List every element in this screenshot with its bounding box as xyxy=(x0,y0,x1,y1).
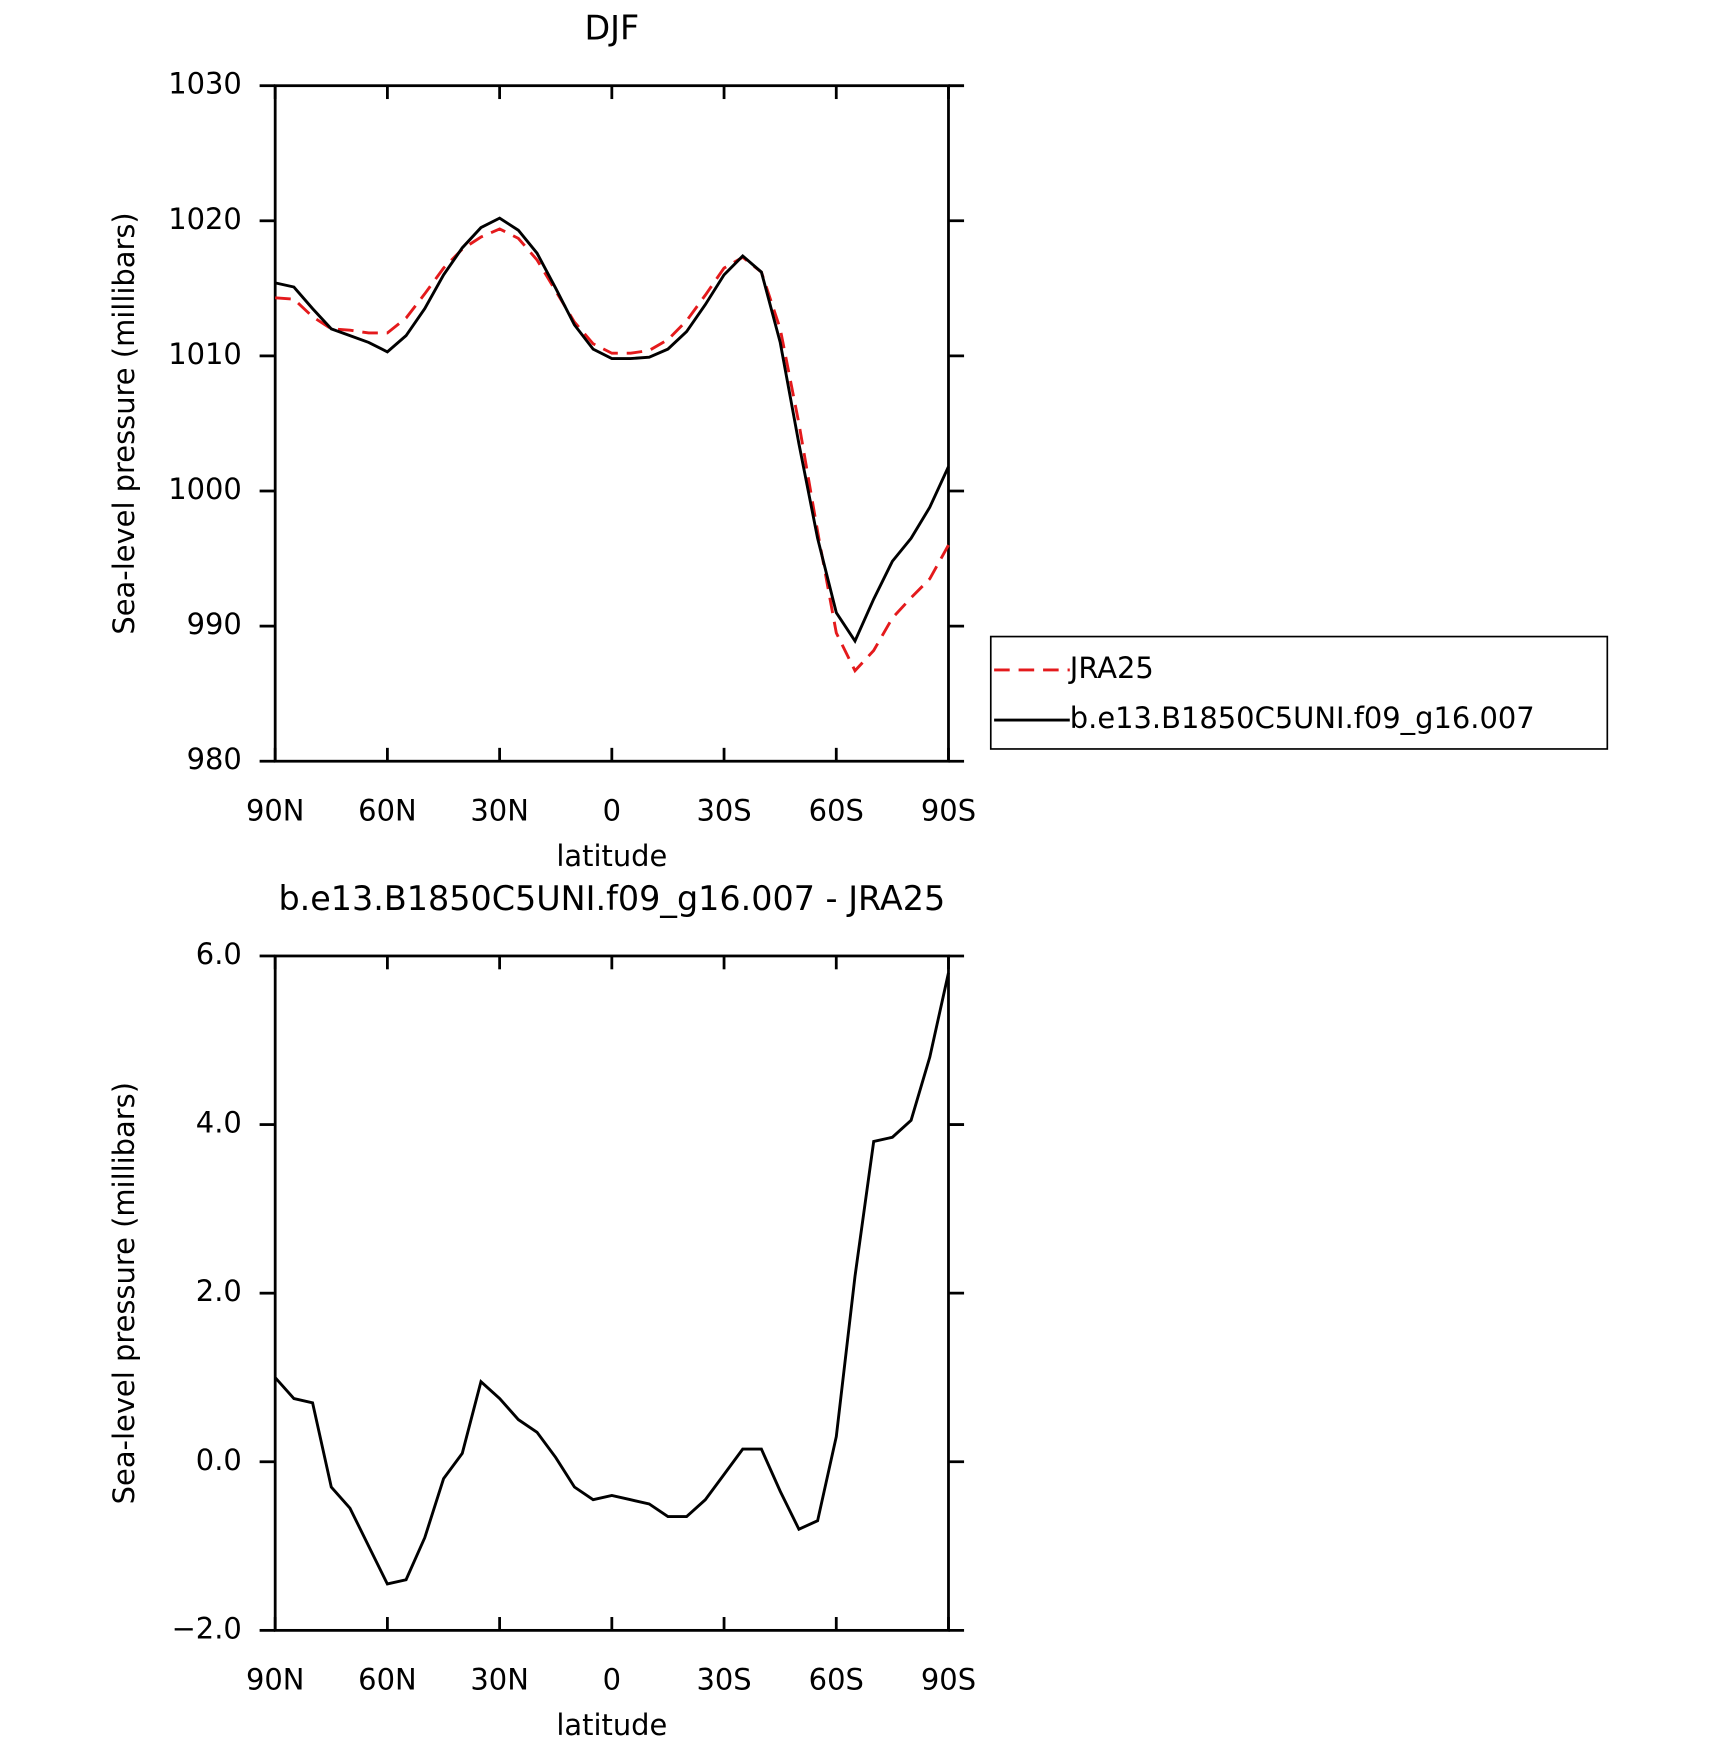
x-tick-label: 90S xyxy=(921,793,976,827)
x-tick-label: 60N xyxy=(358,793,416,827)
y-tick-label: −2.0 xyxy=(172,1611,242,1645)
x-tick-label: 0 xyxy=(603,793,621,827)
x-tick-label: 90N xyxy=(246,1663,304,1697)
chart-title: b.e13.B1850C5UNI.f09_g16.007 - JRA25 xyxy=(278,879,945,918)
y-tick-label: 1000 xyxy=(168,472,242,506)
y-tick-label: 1030 xyxy=(168,67,242,101)
legend-label: JRA25 xyxy=(1068,651,1154,685)
x-tick-label: 90N xyxy=(246,793,304,827)
legend-label: b.e13.B1850C5UNI.f09_g16.007 xyxy=(1070,701,1535,735)
data-line xyxy=(274,972,950,1586)
x-tick-label: 60S xyxy=(809,1663,864,1697)
y-axis-label: Sea-level pressure (millibars) xyxy=(107,212,141,634)
x-tick-label: 30N xyxy=(470,793,528,827)
plot-frame xyxy=(273,954,950,1632)
x-axis-label: latitude xyxy=(556,1708,667,1742)
x-tick-label: 30N xyxy=(470,1663,528,1697)
x-axis-label: latitude xyxy=(556,839,667,873)
y-tick-label: 2.0 xyxy=(196,1274,242,1308)
legend-box xyxy=(989,635,1609,750)
y-tick-label: 980 xyxy=(187,742,242,776)
y-tick-label: 1020 xyxy=(168,202,242,236)
x-tick-label: 60S xyxy=(809,793,864,827)
y-tick-label: 0.0 xyxy=(196,1443,242,1477)
x-tick-label: 0 xyxy=(603,1663,621,1697)
y-tick-label: 4.0 xyxy=(196,1106,242,1140)
chart-title: DJF xyxy=(584,9,639,48)
plot-frame xyxy=(273,84,950,763)
y-axis-label: Sea-level pressure (millibars) xyxy=(107,1082,141,1504)
x-tick-label: 30S xyxy=(696,1663,751,1697)
x-tick-label: 30S xyxy=(696,793,751,827)
y-tick-label: 6.0 xyxy=(196,937,242,971)
data-line xyxy=(274,216,950,645)
x-tick-label: 60N xyxy=(358,1663,416,1697)
y-tick-label: 990 xyxy=(187,607,242,641)
y-tick-label: 1010 xyxy=(168,337,242,371)
data-line xyxy=(275,227,950,674)
x-tick-label: 90S xyxy=(921,1663,976,1697)
